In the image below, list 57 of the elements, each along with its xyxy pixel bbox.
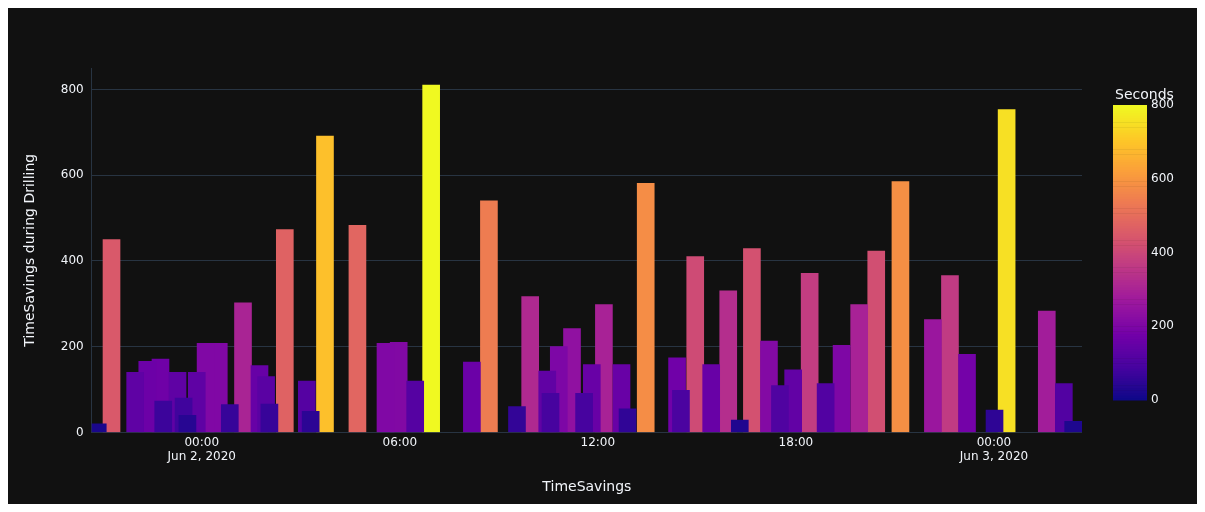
bar	[958, 354, 976, 433]
bar	[743, 248, 761, 433]
x-tick-label: 00:00 Jun 2, 2020	[166, 434, 236, 464]
y-tick-label: 800	[60, 81, 84, 96]
bar	[301, 411, 320, 433]
bar	[234, 302, 252, 433]
color-bar-label: 200	[1151, 318, 1174, 333]
bar	[850, 304, 869, 433]
bar	[941, 275, 959, 433]
y-tick-label: 600	[60, 167, 84, 182]
bar	[422, 84, 440, 433]
x-tick-label: 12:00	[580, 434, 616, 449]
bar	[636, 182, 655, 433]
color-bar-label: 600	[1151, 170, 1174, 185]
bar	[867, 250, 886, 433]
bar	[260, 403, 279, 433]
bar	[126, 372, 144, 433]
bar	[702, 364, 721, 433]
bar	[891, 181, 910, 433]
bar	[719, 290, 738, 433]
bar	[985, 409, 1004, 433]
bar	[480, 200, 498, 433]
bar	[348, 225, 367, 433]
bar	[686, 256, 705, 433]
color-bar-label: 400	[1151, 244, 1174, 259]
bar	[154, 400, 173, 433]
bar	[997, 109, 1016, 433]
y-tick-label: 0	[76, 424, 84, 439]
bar	[832, 345, 851, 433]
bar	[1064, 420, 1082, 433]
bar	[463, 361, 481, 433]
bar	[275, 229, 294, 433]
bar	[771, 385, 789, 433]
bar	[220, 404, 239, 433]
y-tick-label: 400	[60, 253, 84, 268]
bar	[730, 419, 749, 433]
y-axis-title: TimeSavings during Drilling	[21, 153, 38, 348]
bar	[102, 239, 121, 433]
bar	[618, 408, 637, 433]
bar	[508, 406, 526, 433]
bar	[541, 393, 560, 433]
bar	[800, 273, 819, 433]
x-tick-label: 06:00	[382, 434, 418, 449]
y-tick-label: 200	[60, 338, 84, 353]
bar	[406, 380, 425, 433]
bar	[521, 296, 540, 433]
x-tick-label: 00:00 Jun 3, 2020	[958, 434, 1029, 464]
bar	[178, 414, 197, 433]
bar	[924, 319, 942, 433]
bar	[1037, 310, 1056, 433]
color-bar-label: 0	[1151, 392, 1159, 407]
bar	[316, 135, 334, 433]
bar	[816, 383, 835, 433]
x-tick-label: 18:00	[778, 434, 814, 449]
bar	[672, 390, 690, 433]
bar	[575, 393, 593, 433]
x-axis-title: TimeSavings	[541, 478, 632, 495]
